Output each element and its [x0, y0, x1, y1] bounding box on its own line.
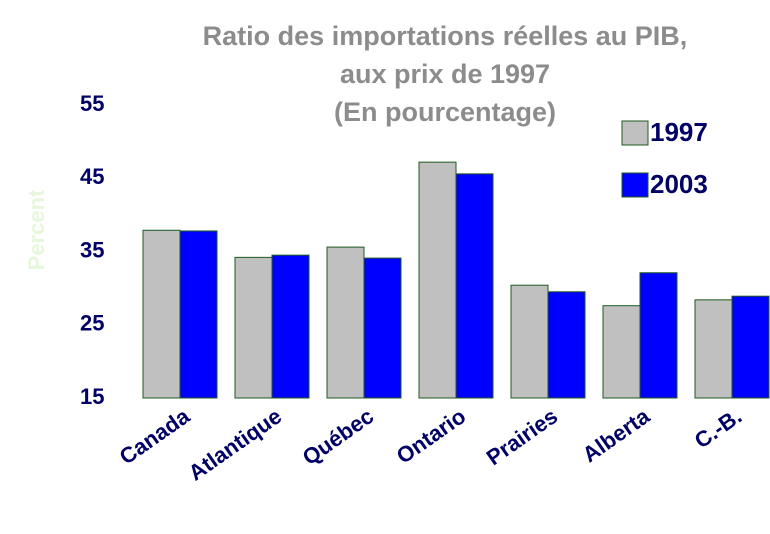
chart-title: Ratio des importations réelles au PIB,: [203, 21, 688, 51]
bar: [547, 291, 586, 399]
y-tick-label: 35: [80, 237, 104, 262]
chart-subtitle: (En pourcentage): [334, 97, 556, 127]
y-tick-label: 45: [80, 164, 104, 189]
y-tick-label: 25: [80, 311, 104, 336]
bar: [363, 257, 402, 399]
bar: [179, 230, 218, 399]
y-axis-label: Percent: [24, 189, 49, 270]
bar: [326, 246, 365, 399]
bar: [455, 173, 494, 399]
x-tick-label: Alberta: [578, 403, 655, 467]
bar: [418, 161, 457, 399]
bar: [510, 284, 549, 399]
x-tick-label: C.-B.: [690, 403, 746, 453]
legend-swatch: [621, 120, 649, 146]
bar: [602, 305, 641, 399]
x-tick-label: Prairies: [482, 403, 562, 470]
y-tick-label: 15: [80, 384, 104, 409]
bar: [142, 229, 181, 399]
chart-title: aux prix de 1997: [340, 59, 550, 89]
x-tick-label: Québec: [298, 403, 378, 470]
legend-label: 2003: [650, 169, 708, 199]
x-tick-label: Atlantique: [184, 403, 286, 485]
legend-swatch: [621, 172, 649, 198]
bar: [639, 272, 678, 399]
bar: [234, 256, 273, 399]
legend-label: 1997: [650, 117, 708, 147]
x-tick-label: Ontario: [392, 403, 470, 468]
y-tick-label: 55: [80, 91, 104, 116]
bar: [271, 254, 310, 399]
x-tick-label: Canada: [115, 403, 195, 469]
bar: [694, 299, 733, 399]
bar: [731, 295, 770, 399]
